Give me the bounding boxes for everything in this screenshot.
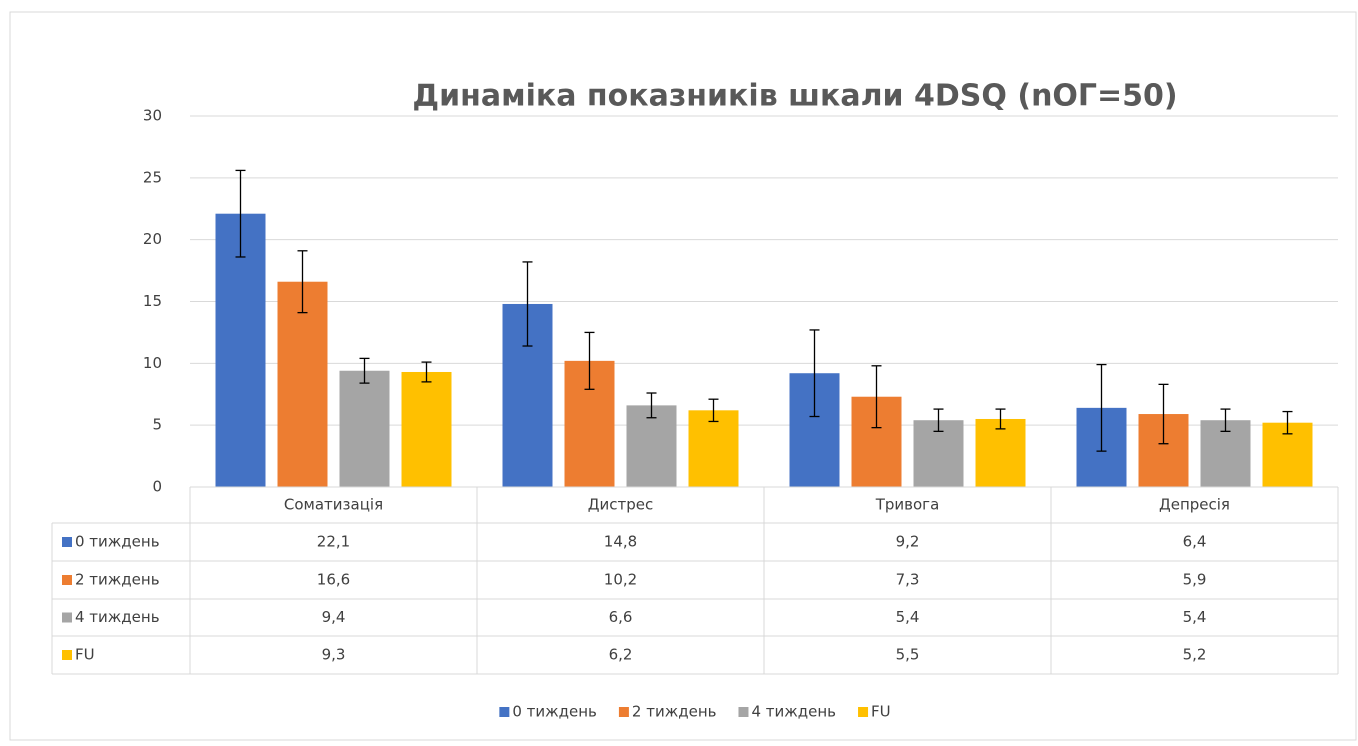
table-value: 9,3 xyxy=(322,646,346,664)
error-bar xyxy=(809,329,820,418)
bar xyxy=(688,410,739,487)
legend-label: 0 тиждень xyxy=(512,703,597,721)
legend-key xyxy=(499,707,510,717)
table-value: 7,3 xyxy=(896,571,920,589)
error-bar xyxy=(708,398,719,423)
table-value: 5,5 xyxy=(896,646,920,664)
bar xyxy=(277,281,328,487)
y-tick-label: 25 xyxy=(143,168,162,186)
legend-label: 2 тиждень xyxy=(632,703,717,721)
legend-key xyxy=(858,707,869,717)
table-row-label: 4 тиждень xyxy=(75,608,160,626)
table-legend-key xyxy=(62,612,72,623)
error-bar xyxy=(235,169,246,258)
x-tick-label: Соматизація xyxy=(284,496,383,514)
x-tick-label: Тривога xyxy=(875,496,940,514)
table-value: 16,6 xyxy=(317,571,350,589)
error-bar xyxy=(421,361,432,383)
y-tick-label: 20 xyxy=(143,230,162,248)
chart-frame xyxy=(9,11,1357,741)
legend-key xyxy=(618,707,629,717)
bar xyxy=(339,370,390,487)
y-tick-label: 15 xyxy=(143,292,162,310)
error-bar xyxy=(1220,408,1231,433)
error-bar xyxy=(1096,363,1107,452)
bar xyxy=(975,418,1026,487)
bar xyxy=(626,405,677,487)
error-bar xyxy=(646,392,657,419)
error-bar xyxy=(522,261,533,347)
table-value: 14,8 xyxy=(604,533,637,551)
error-bar xyxy=(1282,410,1293,435)
table-value: 5,4 xyxy=(896,608,920,626)
table-value: 6,2 xyxy=(609,646,633,664)
x-tick-label: Депресія xyxy=(1159,496,1230,514)
table-value: 10,2 xyxy=(604,571,637,589)
legend-key xyxy=(738,707,749,717)
table-legend-key xyxy=(62,575,72,585)
y-tick-label: 30 xyxy=(143,107,162,125)
bar xyxy=(401,371,452,487)
table-row-label: 0 тиждень xyxy=(75,533,160,551)
table-value: 22,1 xyxy=(317,533,350,551)
error-bar xyxy=(297,250,308,314)
table-legend-key xyxy=(62,537,72,547)
table-value: 5,2 xyxy=(1183,646,1207,664)
y-tick-label: 10 xyxy=(143,354,162,372)
error-bar xyxy=(933,408,944,433)
error-bar xyxy=(871,365,882,429)
error-bar xyxy=(584,331,595,390)
table-row-label: 2 тиждень xyxy=(75,571,160,589)
x-tick-label: Дистрес xyxy=(588,496,653,514)
error-bar xyxy=(1158,383,1169,445)
legend-label: FU xyxy=(871,703,891,721)
error-bar xyxy=(359,357,370,384)
table-value: 5,4 xyxy=(1183,608,1207,626)
table-row-label: FU xyxy=(75,646,95,664)
table-value: 5,9 xyxy=(1183,571,1207,589)
y-tick-label: 0 xyxy=(152,478,162,496)
error-bar xyxy=(995,408,1006,430)
y-tick-label: 5 xyxy=(152,416,162,434)
table-legend-key xyxy=(62,650,72,660)
table-value: 6,4 xyxy=(1183,533,1207,551)
legend-label: 4 тиждень xyxy=(751,703,836,721)
chart-title: Динаміка показників шкали 4DSQ (nОГ=50) xyxy=(412,79,1177,114)
table-value: 9,2 xyxy=(896,533,920,551)
table-value: 6,6 xyxy=(609,608,633,626)
bar xyxy=(215,213,266,488)
table-value: 9,4 xyxy=(322,608,346,626)
